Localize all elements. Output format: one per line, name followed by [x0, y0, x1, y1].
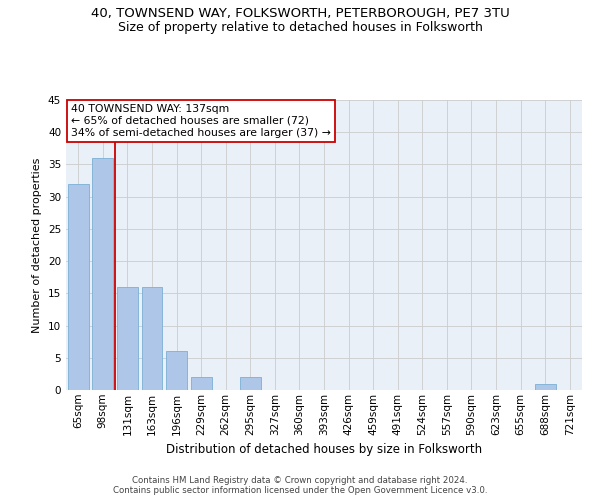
- Bar: [68, 184, 89, 390]
- Bar: [142, 287, 163, 390]
- Text: 40 TOWNSEND WAY: 137sqm
← 65% of detached houses are smaller (72)
34% of semi-de: 40 TOWNSEND WAY: 137sqm ← 65% of detache…: [71, 104, 331, 138]
- Y-axis label: Number of detached properties: Number of detached properties: [32, 158, 43, 332]
- Bar: [535, 384, 556, 390]
- Text: Size of property relative to detached houses in Folksworth: Size of property relative to detached ho…: [118, 21, 482, 34]
- Bar: [191, 377, 212, 390]
- Bar: [92, 158, 113, 390]
- Bar: [117, 287, 138, 390]
- Bar: [166, 352, 187, 390]
- Bar: [240, 377, 261, 390]
- Text: Contains HM Land Registry data © Crown copyright and database right 2024.
Contai: Contains HM Land Registry data © Crown c…: [113, 476, 487, 495]
- Text: 40, TOWNSEND WAY, FOLKSWORTH, PETERBOROUGH, PE7 3TU: 40, TOWNSEND WAY, FOLKSWORTH, PETERBOROU…: [91, 8, 509, 20]
- X-axis label: Distribution of detached houses by size in Folksworth: Distribution of detached houses by size …: [166, 443, 482, 456]
